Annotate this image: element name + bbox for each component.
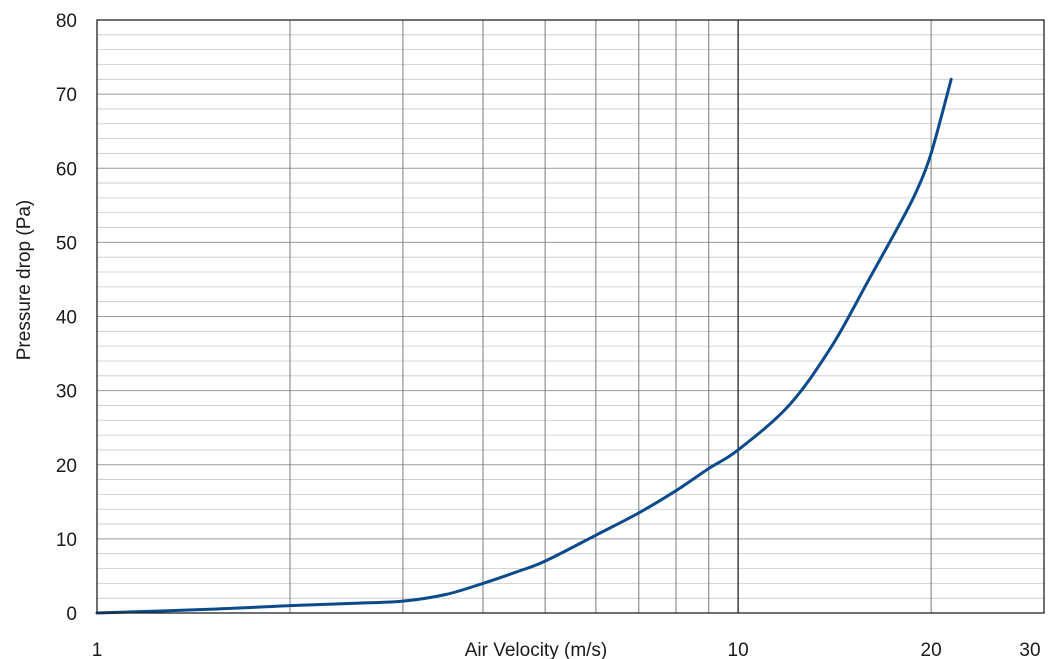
series-layer <box>95 77 953 615</box>
plot-frame <box>96 19 1045 614</box>
pressure-drop-curve <box>95 77 953 615</box>
y-tick-labels: 0 10 20 30 40 50 60 70 80 <box>56 11 77 625</box>
y-tick-label: 30 <box>56 382 77 403</box>
y-tick-label: 0 <box>66 604 77 625</box>
x-tick-label: 1 <box>92 640 103 659</box>
y-tick-label: 50 <box>56 233 77 254</box>
x-tick-label: 20 <box>921 640 942 659</box>
y-tick-label: 80 <box>56 11 77 32</box>
x-tick-label: 30 <box>1019 640 1040 659</box>
y-tick-label: 60 <box>56 159 77 180</box>
grid <box>97 20 1044 613</box>
x-tick-labels: 1 10 20 30 <box>92 640 1041 659</box>
y-tick-label: 40 <box>56 308 77 329</box>
x-tick-label: 10 <box>728 640 749 659</box>
x-axis-title: Air Velocity (m/s) <box>465 640 608 659</box>
y-tick-label: 10 <box>56 530 77 551</box>
y-tick-label: 20 <box>56 456 77 477</box>
y-tick-label: 70 <box>56 85 77 106</box>
y-axis-title: Pressure drop (Pa) <box>14 200 35 361</box>
